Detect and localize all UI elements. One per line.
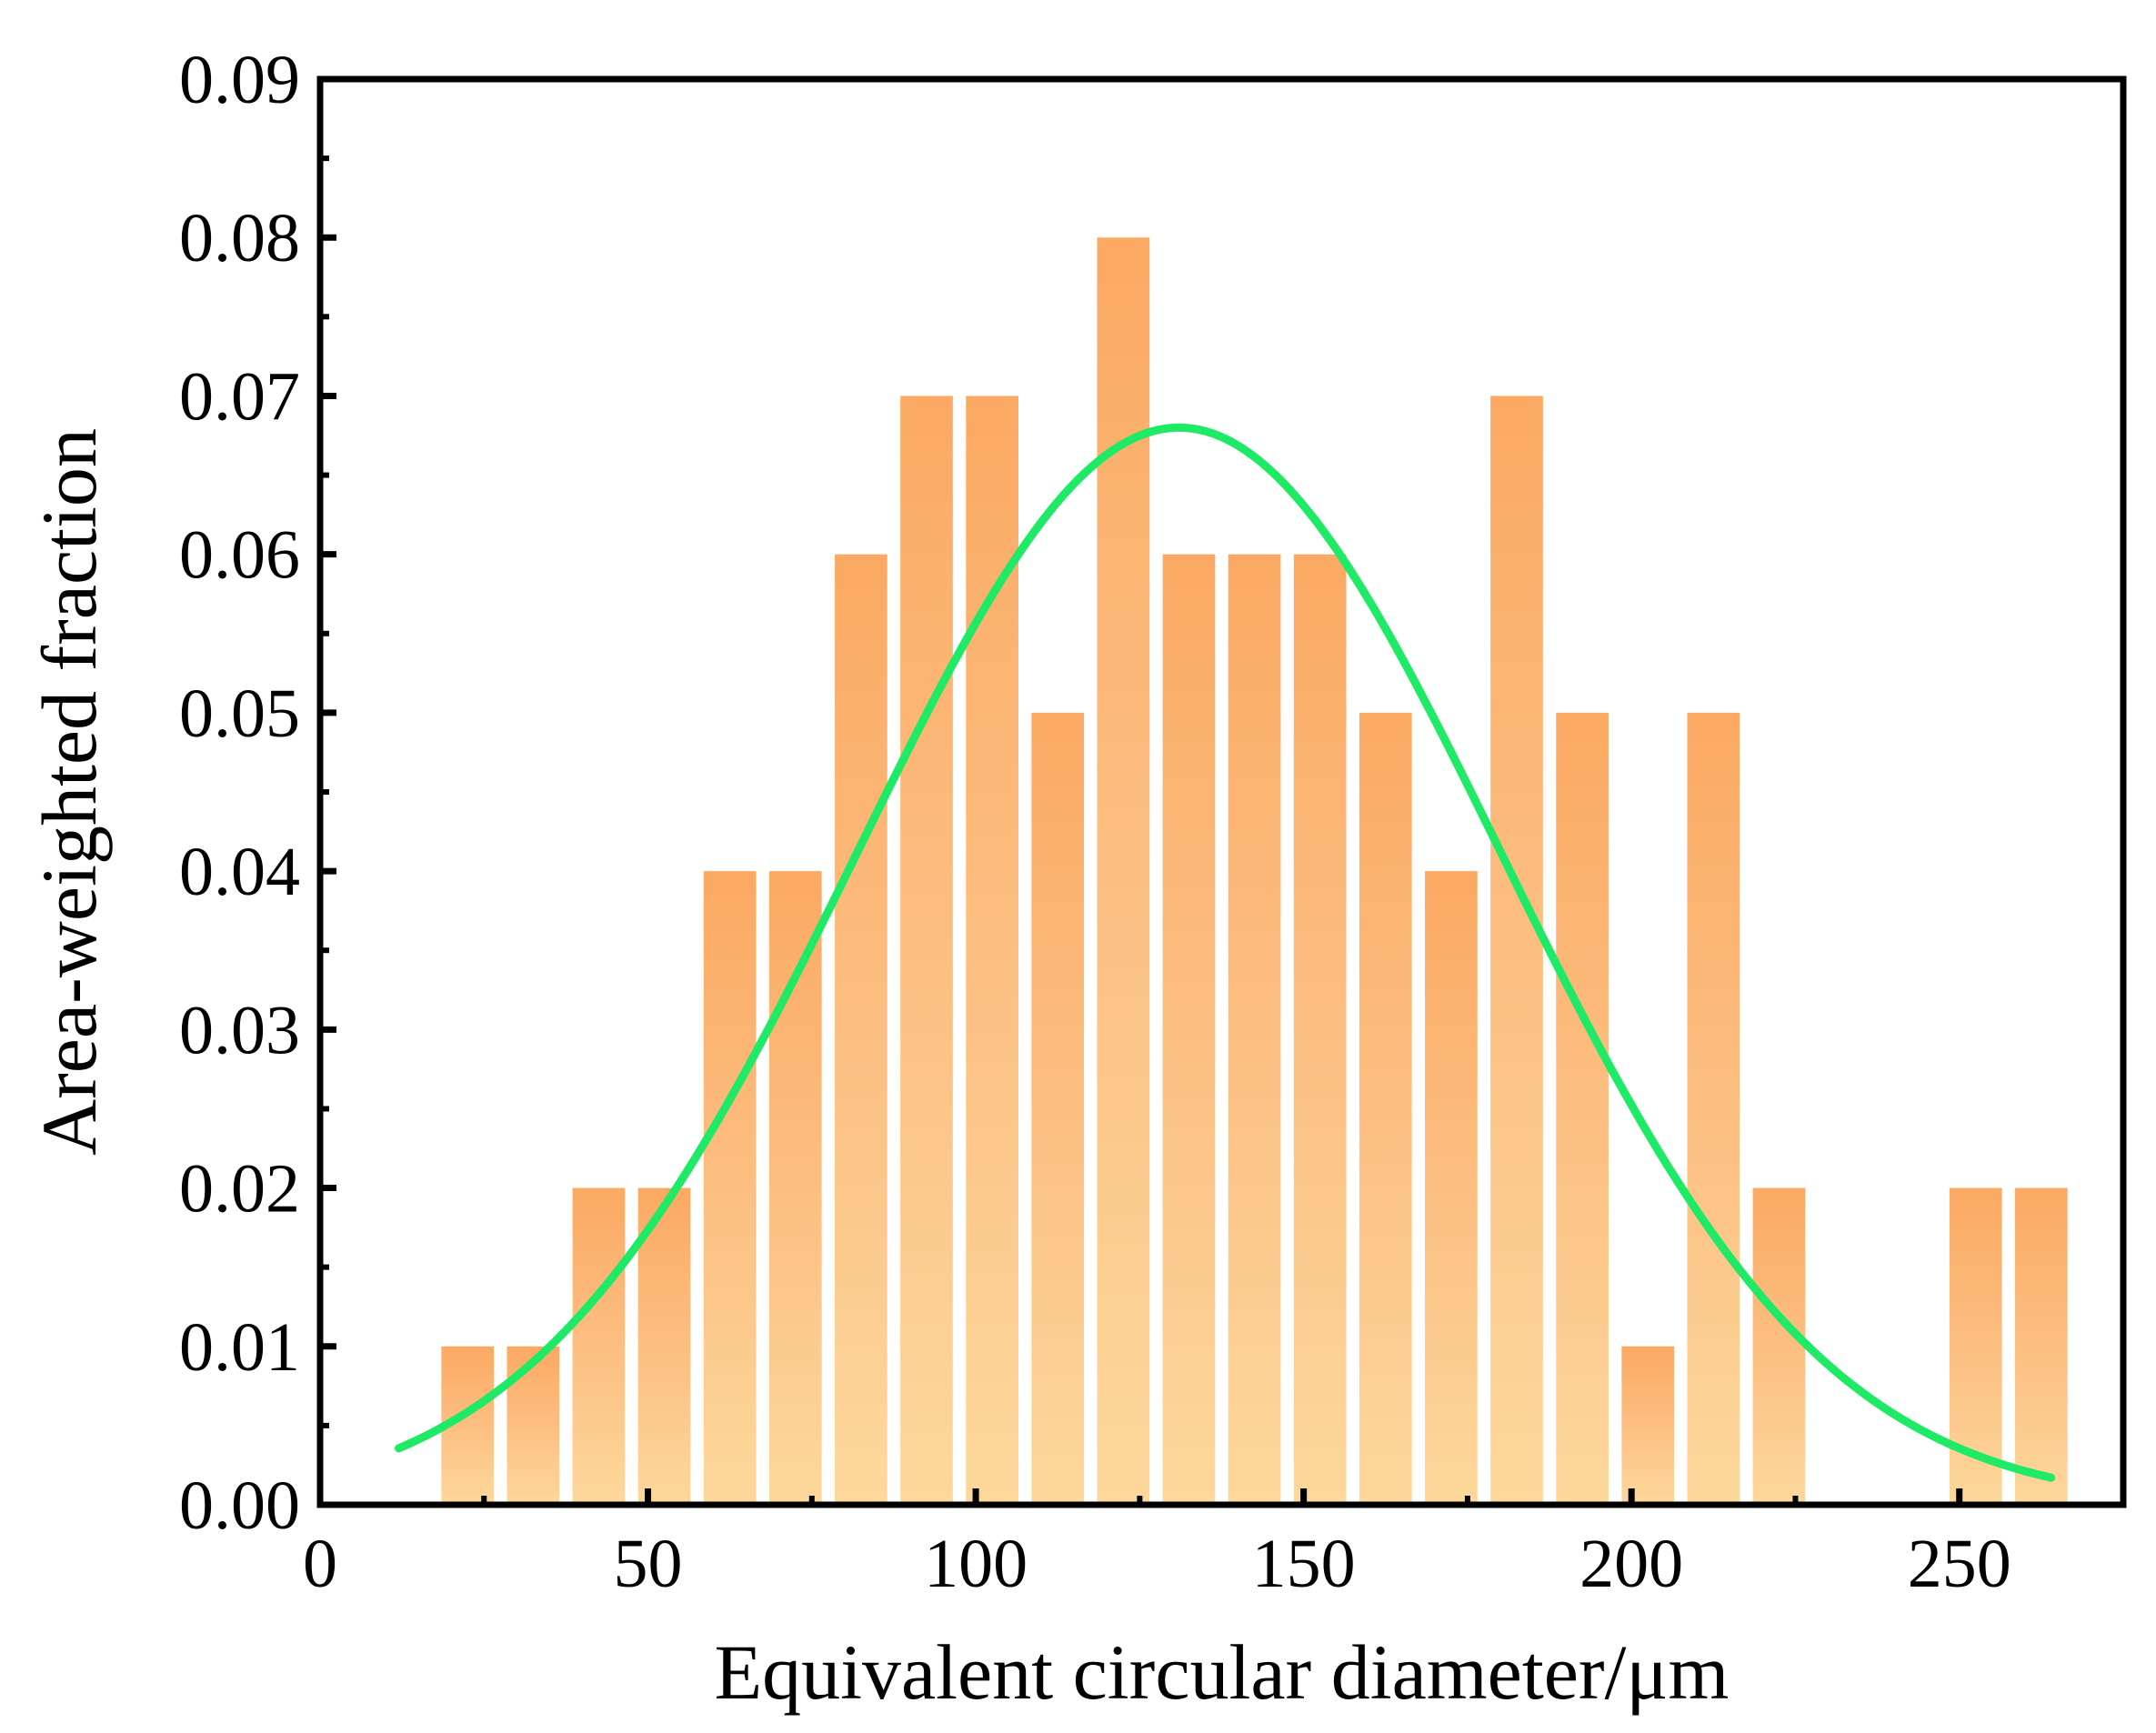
histogram-bar bbox=[637, 1187, 691, 1505]
histogram-bar bbox=[506, 1346, 560, 1505]
histogram-bar bbox=[768, 871, 822, 1505]
gaussian-fit-line bbox=[395, 423, 2056, 1482]
fit-layer bbox=[395, 423, 2056, 1482]
y-tick-label: 0.00 bbox=[179, 1468, 300, 1544]
x-tick-label: 50 bbox=[614, 1526, 683, 1602]
y-tick-label: 0.01 bbox=[179, 1309, 300, 1386]
histogram-bar bbox=[1097, 237, 1150, 1506]
histogram-bar bbox=[2015, 1187, 2068, 1505]
histogram-bar bbox=[1687, 712, 1740, 1505]
histogram-bar bbox=[1425, 871, 1478, 1505]
histogram-bar bbox=[1490, 396, 1543, 1505]
y-tick-label: 0.06 bbox=[179, 517, 300, 594]
histogram-bar bbox=[572, 1187, 626, 1505]
y-tick-label: 0.08 bbox=[179, 200, 300, 276]
y-tick-label: 0.09 bbox=[179, 42, 300, 118]
x-axis-title: Equivalent circular diameter/μm bbox=[715, 1628, 1730, 1716]
y-axis-title: Area-weighted fraction bbox=[25, 428, 113, 1156]
x-tick-label: 250 bbox=[1908, 1526, 2011, 1602]
histogram-bar bbox=[1556, 712, 1609, 1505]
y-tick-label: 0.05 bbox=[179, 676, 300, 752]
histogram-bar bbox=[900, 396, 953, 1505]
y-tick-label: 0.07 bbox=[179, 358, 300, 435]
x-tick-label: 150 bbox=[1252, 1526, 1356, 1602]
bars-layer bbox=[441, 237, 2068, 1506]
y-tick-label: 0.03 bbox=[179, 992, 300, 1068]
x-tick-label: 100 bbox=[924, 1526, 1028, 1602]
labels-layer: 0.00 0.01 0.02 0.03 0.04 0.05 0.06 0.07 0.08 0.09… bbox=[25, 42, 2011, 1716]
histogram-bar bbox=[1359, 712, 1412, 1505]
histogram-bar bbox=[1162, 554, 1216, 1505]
x-tick-label: 200 bbox=[1579, 1526, 1683, 1602]
y-tick-label: 0.04 bbox=[179, 834, 300, 910]
x-tick-label: 0 bbox=[303, 1526, 337, 1602]
histogram-bar bbox=[1228, 554, 1281, 1505]
histogram-bar bbox=[703, 871, 757, 1505]
y-tick-label: 0.02 bbox=[179, 1151, 300, 1227]
histogram-bar bbox=[966, 396, 1018, 1505]
histogram-bar bbox=[1293, 554, 1347, 1505]
histogram-bar bbox=[1031, 712, 1085, 1505]
axes-layer bbox=[316, 75, 2127, 1508]
histogram-bar bbox=[1752, 1187, 1806, 1505]
histogram-bar bbox=[835, 554, 887, 1505]
histogram-bar bbox=[1621, 1346, 1675, 1505]
